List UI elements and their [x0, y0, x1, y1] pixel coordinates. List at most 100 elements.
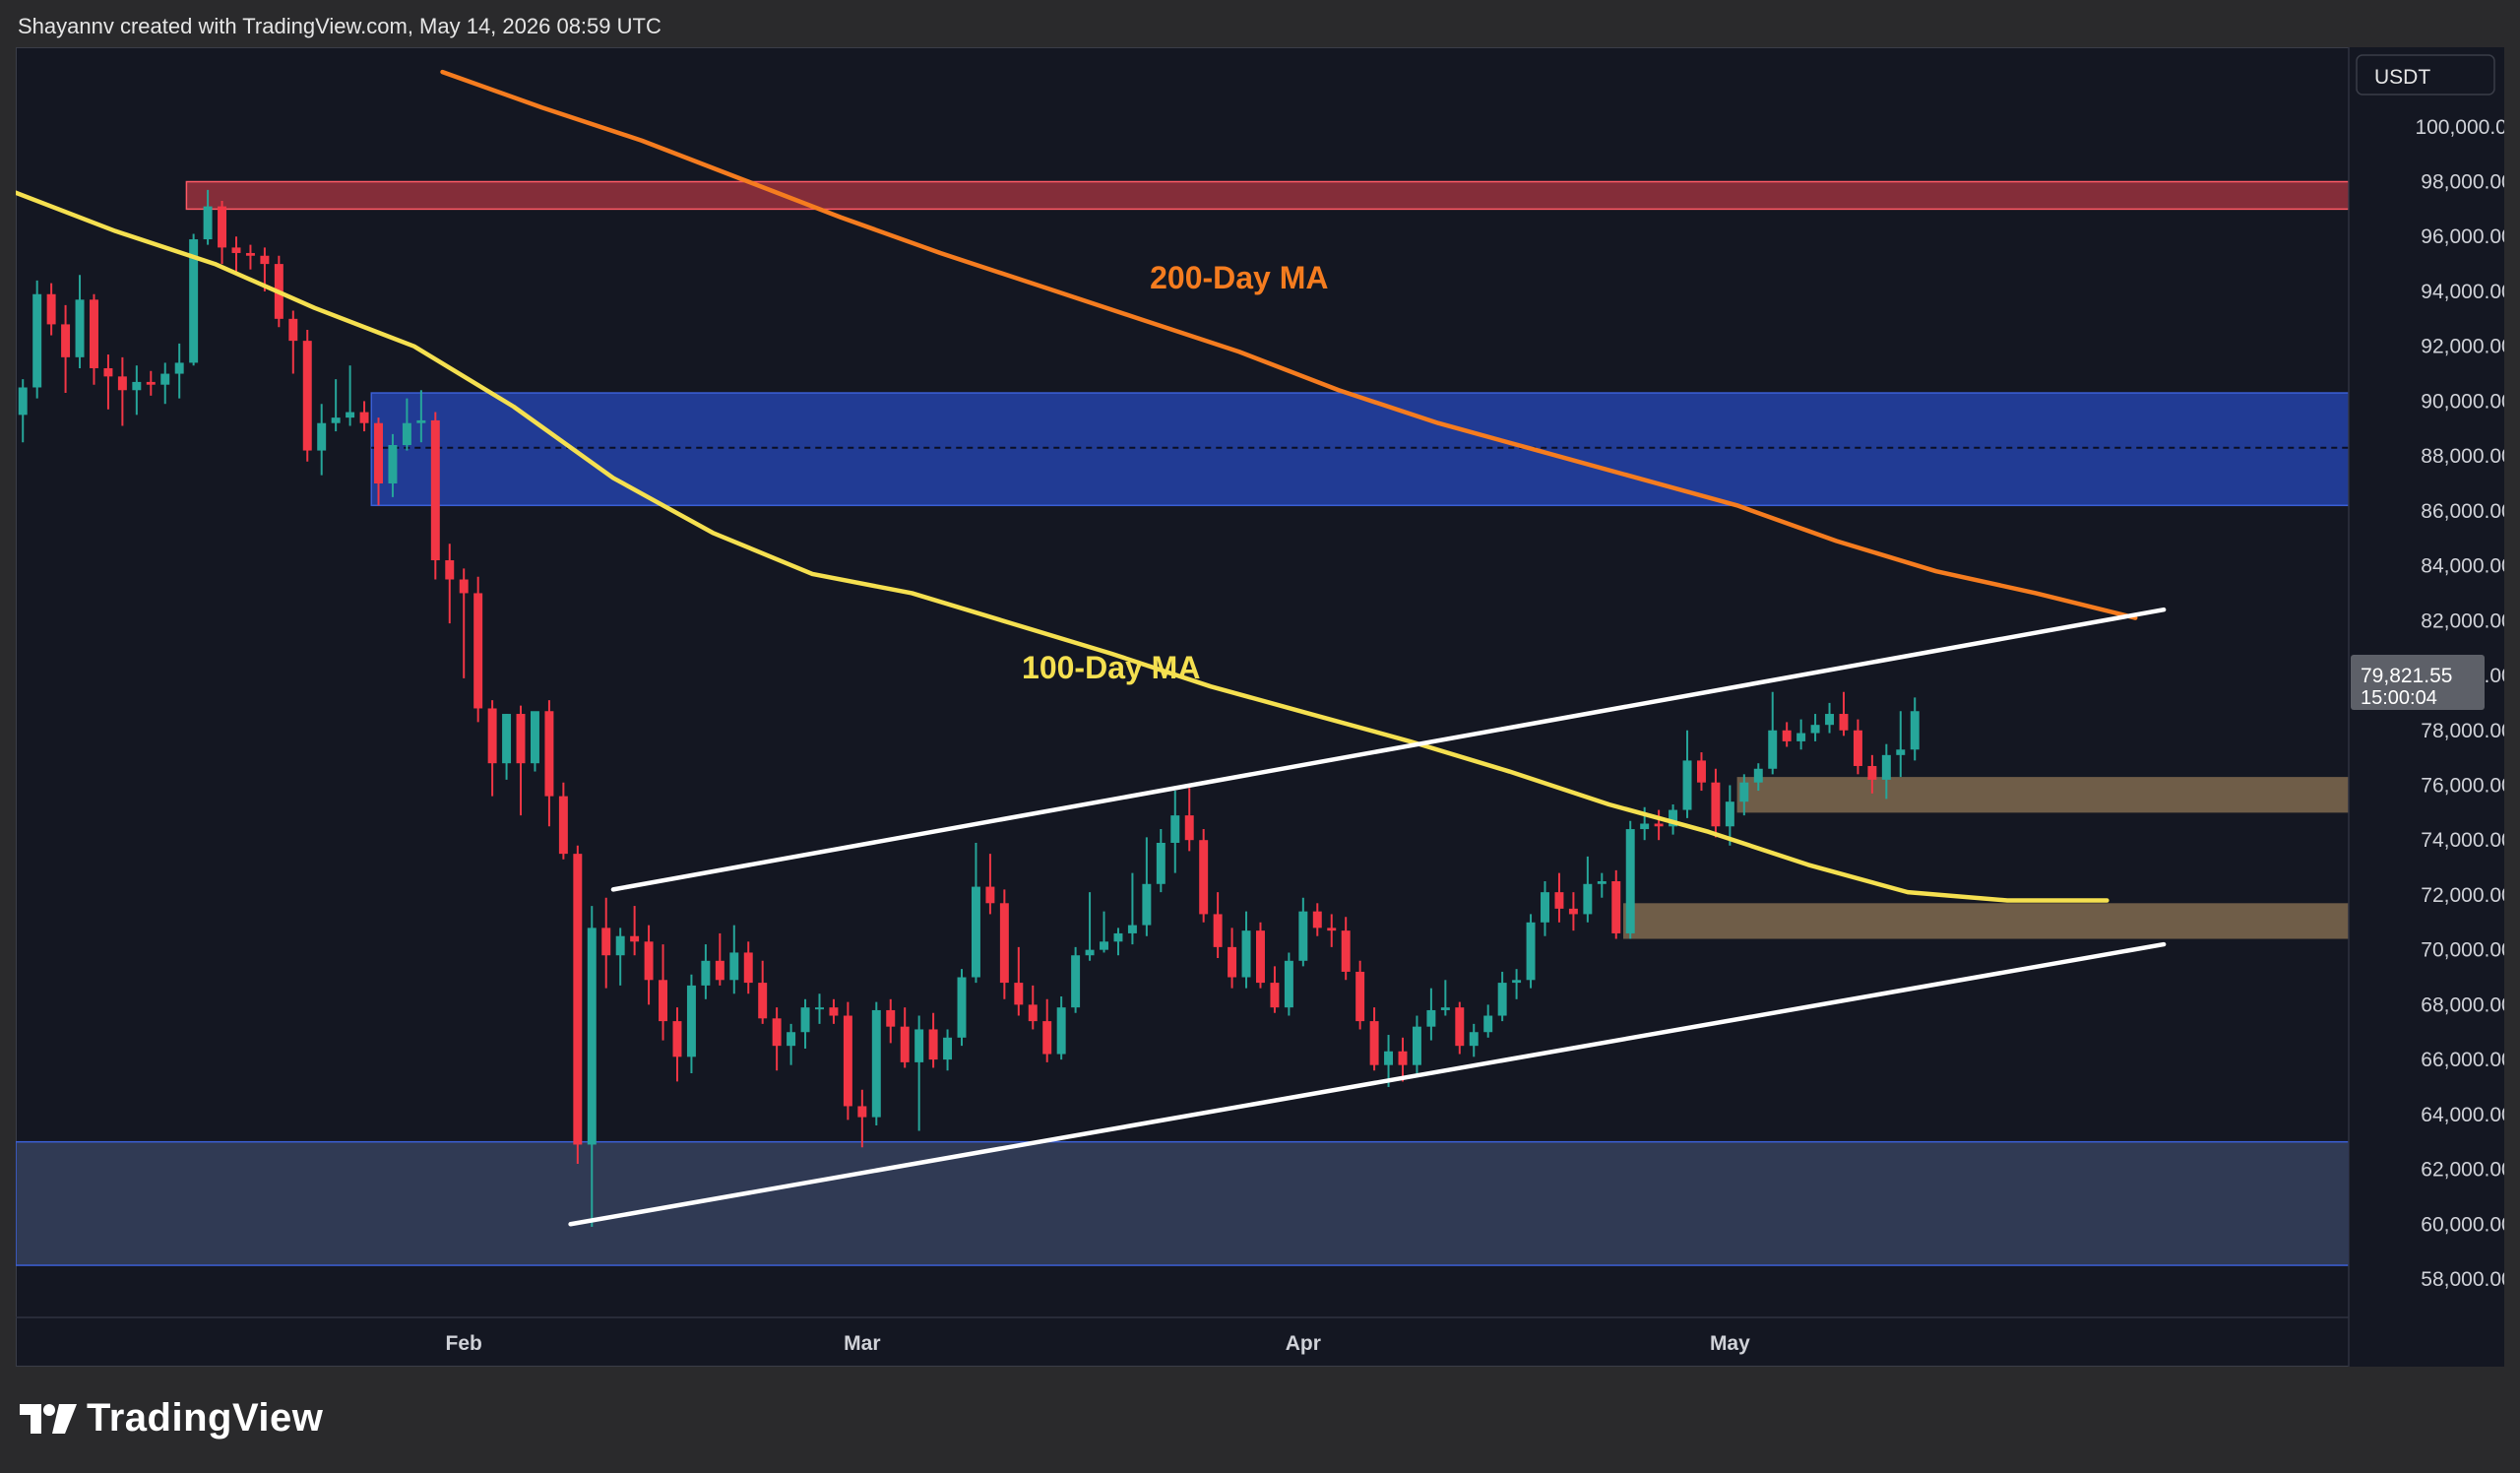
candle-body: [231, 247, 241, 253]
candle-body: [886, 1009, 896, 1027]
candle-body: [1241, 930, 1251, 978]
candle-body: [146, 381, 156, 385]
candle-body: [302, 341, 312, 451]
candle-body: [1142, 883, 1152, 926]
tradingview-logo-text: TradingView: [87, 1396, 324, 1440]
channel-lower-line: [568, 941, 2167, 1227]
candle-body: [218, 206, 227, 248]
candle-body: [943, 1037, 953, 1060]
last-price-value: 79,821.55: [2361, 665, 2452, 687]
candle-body: [1583, 883, 1593, 915]
candle-body: [1554, 892, 1564, 909]
candle-body: [1056, 1007, 1066, 1055]
supply-zone: [370, 392, 2349, 507]
candle-body: [374, 422, 383, 484]
candle-body: [1910, 711, 1920, 750]
candle-body: [1796, 733, 1806, 741]
candle-body: [1156, 842, 1166, 884]
candle-body: [758, 983, 768, 1019]
candle-body: [815, 1007, 824, 1010]
candle-body: [1184, 815, 1194, 841]
y-tick-label: 60,000.00: [2421, 1213, 2504, 1236]
candle-body: [800, 1007, 810, 1033]
y-tick-label: 72,000.00: [2421, 884, 2504, 907]
candle-body: [1412, 1026, 1421, 1065]
candle-body: [103, 367, 113, 377]
candle-body: [1483, 1015, 1493, 1033]
y-tick-label: 86,000.00: [2421, 500, 2504, 523]
candle-body: [430, 419, 440, 561]
y-tick-label: 92,000.00: [2421, 336, 2504, 358]
candle-body: [1440, 1007, 1450, 1010]
candle-body: [245, 252, 255, 256]
demand-zone: [1622, 903, 2349, 939]
candle-body: [1213, 914, 1223, 947]
candle-body: [117, 376, 127, 391]
y-tick-label: 96,000.00: [2421, 225, 2504, 248]
candle-body: [160, 373, 170, 385]
candle-body: [502, 714, 512, 764]
candle-body: [1682, 760, 1692, 810]
chart-annotation: 100-Day MA: [1022, 650, 1200, 685]
candle-body: [1398, 1051, 1408, 1065]
y-tick-label: 84,000.00: [2421, 555, 2504, 578]
candle-body: [1725, 801, 1734, 827]
candle-body: [829, 1007, 839, 1016]
candle-body: [459, 579, 469, 594]
y-tick-label: 68,000.00: [2421, 993, 2504, 1016]
candle-body: [1100, 941, 1108, 950]
candle-body: [1426, 1009, 1436, 1027]
candle-body: [1611, 880, 1621, 933]
candle-body: [1170, 815, 1180, 843]
candle-body: [1753, 768, 1763, 783]
y-tick-label: 98,000.00: [2421, 171, 2504, 194]
y-tick-label: 90,000.00: [2421, 390, 2504, 413]
demand-zone: [1736, 777, 2349, 813]
candle-body: [1355, 971, 1365, 1022]
candle-body: [359, 412, 369, 423]
candle-body: [985, 886, 995, 904]
candle-body: [644, 941, 654, 981]
candle-body: [445, 560, 455, 580]
resistance-zone: [185, 180, 2349, 211]
y-tick-label: 100,000.00: [2415, 116, 2504, 139]
currency-badge[interactable]: [2356, 54, 2495, 96]
candle-body: [1298, 911, 1308, 961]
candle-body: [1284, 960, 1293, 1008]
candle-body: [729, 952, 739, 981]
candle-body: [331, 417, 341, 423]
candle-body: [1369, 1021, 1379, 1065]
candle-body: [189, 239, 199, 363]
candle-body: [1085, 949, 1095, 956]
candle-body: [487, 708, 497, 764]
candle-body: [1042, 1021, 1052, 1055]
price-chart[interactable]: 200-Day MA 100-Day MA 58,000.00 60,000.00 6…: [16, 47, 2504, 1367]
candle-body: [601, 928, 611, 956]
candle-body: [1782, 730, 1792, 741]
candle-body: [672, 1021, 682, 1057]
candle-body: [1625, 829, 1635, 933]
zones-layer: [16, 180, 2349, 1266]
support-zone: [16, 1140, 2349, 1266]
candle-body: [288, 318, 298, 342]
y-tick-label: 88,000.00: [2421, 445, 2504, 468]
lines-layer: [16, 69, 2167, 1227]
tradingview-logo: TradingView: [20, 1396, 323, 1441]
candle-body: [686, 985, 696, 1057]
currency-badge-label: USDT: [2374, 66, 2430, 89]
candle-body: [544, 711, 554, 797]
ma200-line: [440, 69, 2138, 620]
last-price-countdown: 15:00:04: [2361, 687, 2437, 709]
candle-body: [743, 952, 753, 984]
candle-body: [1640, 823, 1650, 830]
candle-body: [1526, 922, 1536, 981]
chart-annotation: 200-Day MA: [1150, 260, 1328, 295]
y-tick-label: 82,000.00: [2421, 609, 2504, 632]
candle-body: [388, 444, 398, 484]
candle-body: [558, 796, 568, 855]
x-tick-label: Feb: [446, 1332, 482, 1355]
tradingview-logo-icon: [20, 1403, 77, 1434]
candle-body: [530, 711, 539, 764]
candle-body: [1568, 908, 1578, 915]
candle-body: [1881, 754, 1891, 780]
